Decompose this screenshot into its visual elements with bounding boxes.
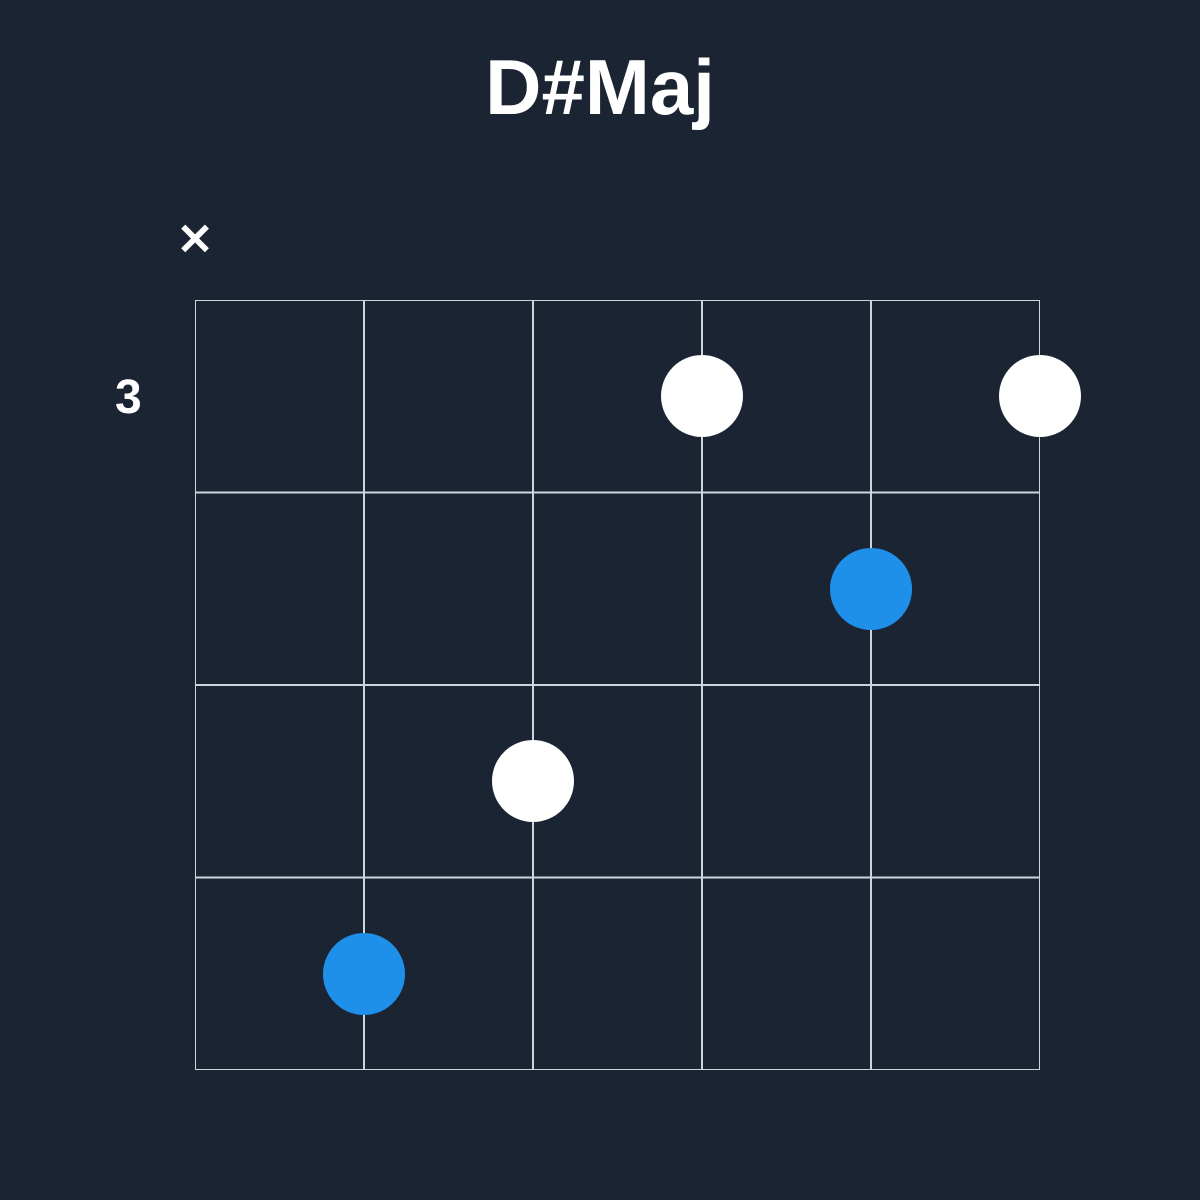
finger-dot	[323, 933, 405, 1015]
finger-dot	[661, 355, 743, 437]
fretboard-grid	[195, 300, 1040, 1070]
starting-fret-label: 3	[115, 370, 142, 425]
chord-title: D#Maj	[485, 42, 715, 133]
mute-marker-icon: ✕	[177, 215, 214, 266]
finger-dot	[999, 355, 1081, 437]
finger-dot	[830, 548, 912, 630]
chord-diagram: D#Maj 3 ✕	[0, 0, 1200, 1200]
finger-dot	[492, 740, 574, 822]
